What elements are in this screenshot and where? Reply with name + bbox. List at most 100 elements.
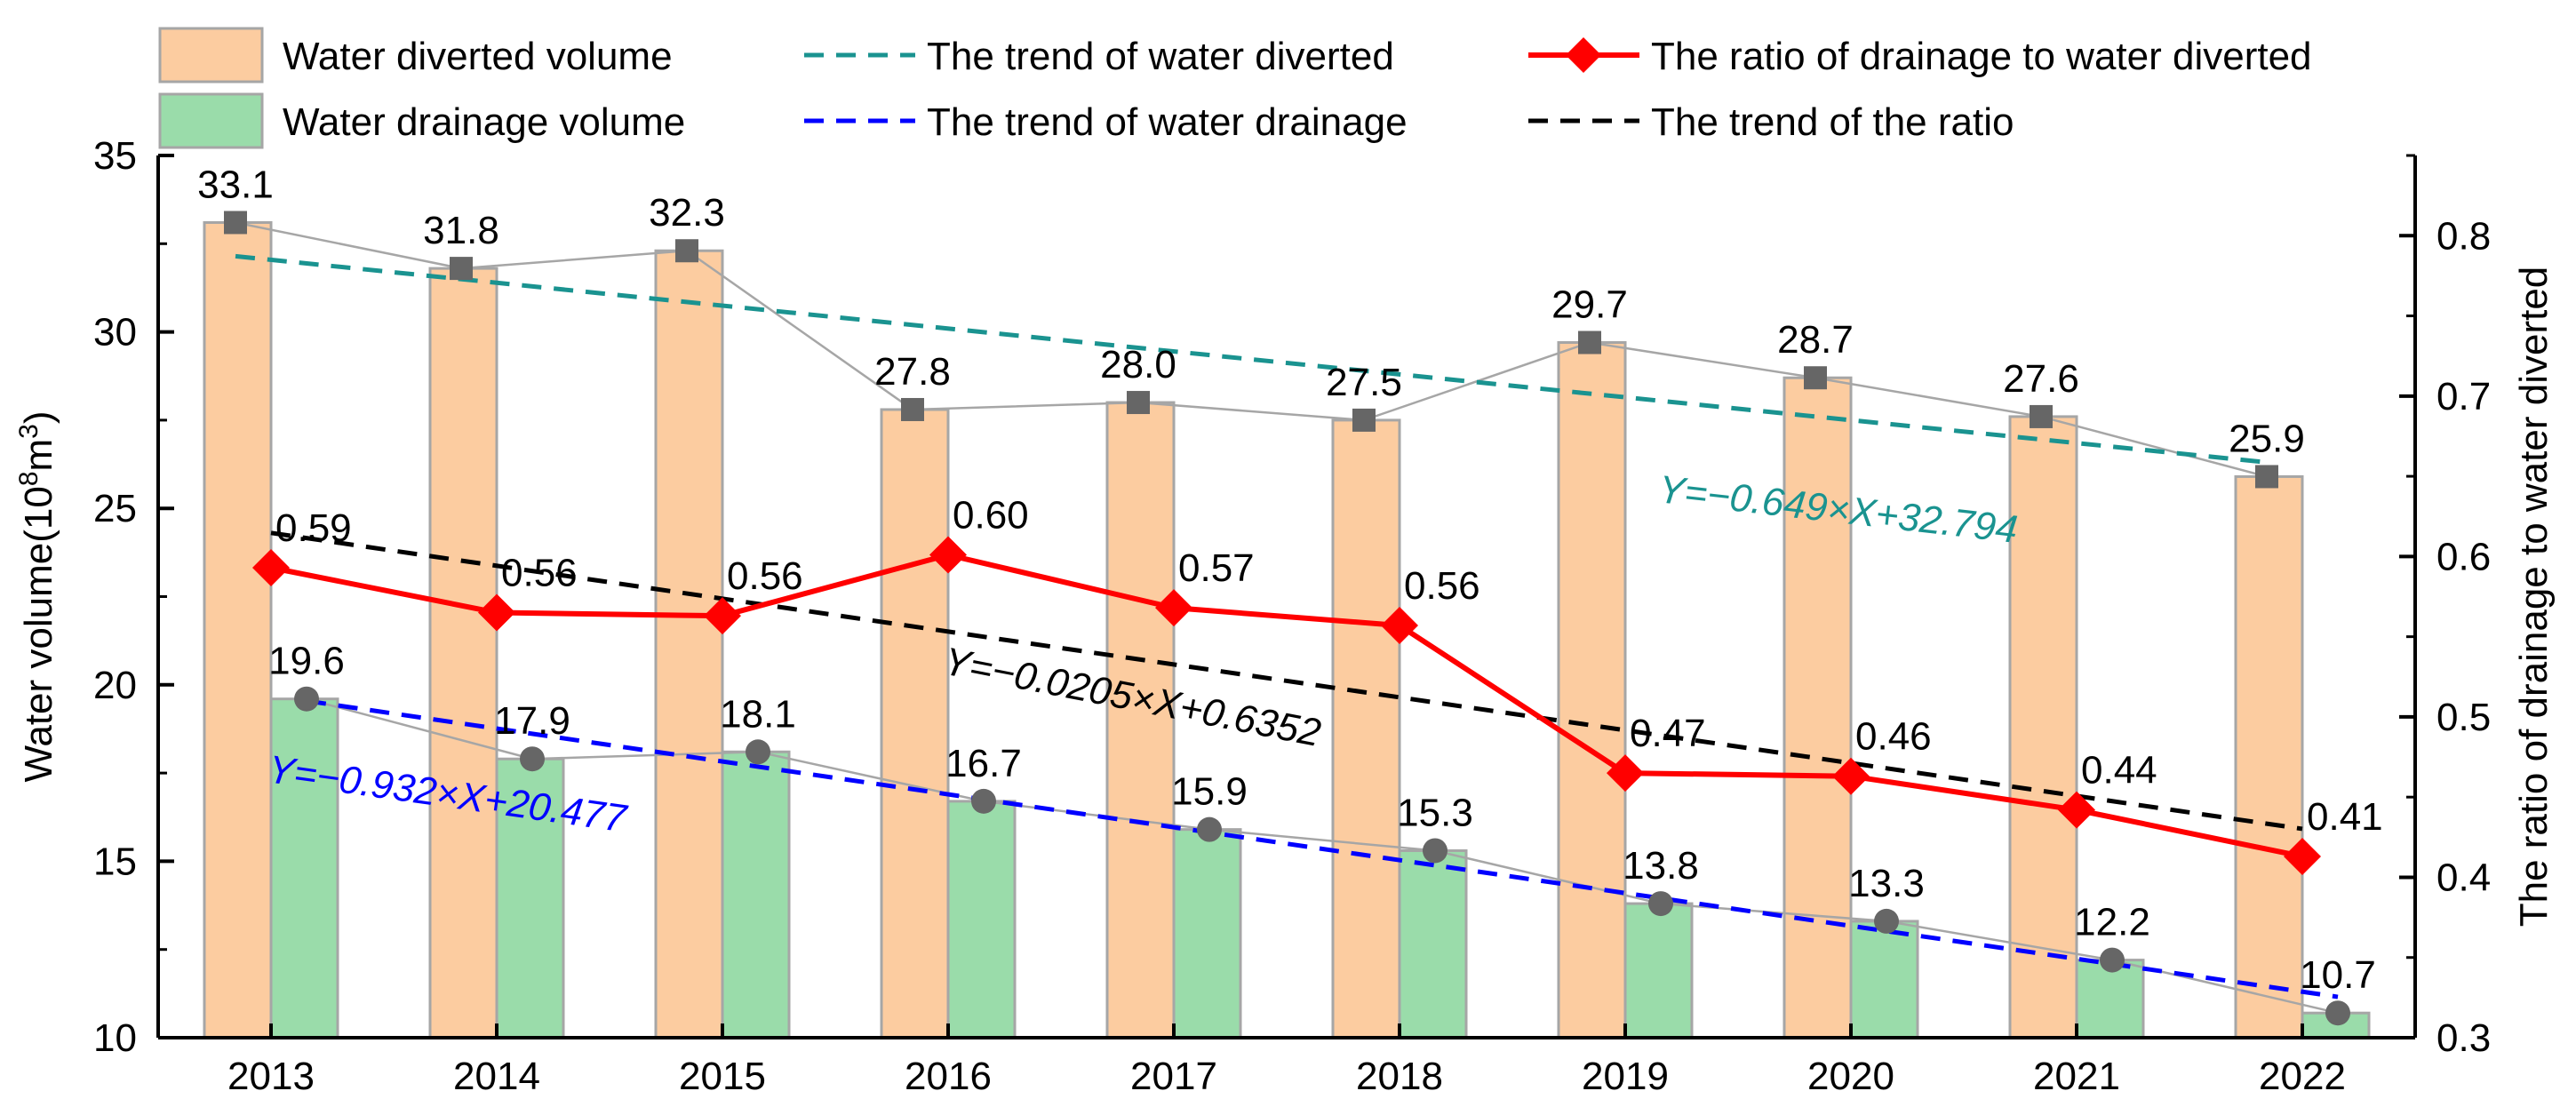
left-axis-tick-label: 15 (93, 840, 137, 883)
y-axis-label-part: Water volume(10 (17, 486, 60, 782)
legend-label: The trend of water drainage (927, 100, 1408, 144)
water-drainage-point-2021 (2100, 947, 2125, 973)
ratio-value-label: 0.46 (1855, 715, 1932, 759)
bar-water-drainage-2016 (946, 800, 1017, 1039)
bar-water-diverted-2015 (654, 249, 724, 1039)
plot-area: 33.1 19.6 0.59 31.8 17.9 0.56 32.3 18.1 0.56 27.8… (14, 134, 2556, 1098)
ratio-value-label: 0.41 (2307, 795, 2383, 839)
water-diverted-point-2013 (224, 211, 247, 235)
bar-water-diverted-2014 (428, 267, 498, 1039)
water-diverted-value-label: 28.7 (1777, 318, 1854, 362)
water-drainage-point-2019 (1648, 891, 1673, 917)
right-axis-tick-label: 0.7 (2436, 375, 2491, 418)
x-axis-tick-label: 2018 (1356, 1055, 1443, 1098)
ratio-value-label: 0.57 (1178, 546, 1255, 590)
ratio-point-2014 (478, 593, 515, 632)
right-axis-tick-label: 0.3 (2436, 1016, 2491, 1060)
water-drainage-point-2022 (2325, 1000, 2350, 1026)
water-drainage-value-label: 19.6 (268, 640, 345, 683)
legend: Water diverted volume Water drainage volu… (158, 27, 2312, 149)
water-drainage-value-label: 10.7 (2300, 953, 2376, 997)
x-axis-tick-label: 2016 (905, 1055, 992, 1098)
legend-swatch-water-drainage (158, 92, 264, 149)
bar-water-diverted-2020 (1782, 376, 1853, 1039)
left-axis-tick-label: 20 (93, 664, 137, 707)
left-axis-tick-label: 35 (93, 134, 137, 178)
legend-swatch-ratio-marker (1566, 37, 1601, 73)
ratio-point-2021 (2058, 791, 2095, 829)
left-axis-tick-label: 10 (93, 1016, 137, 1060)
water-drainage-value-label: 18.1 (720, 692, 796, 736)
water-drainage-value-label: 16.7 (945, 742, 1022, 785)
ratio-value-label: 0.60 (953, 494, 1029, 538)
y-axis-label-part: m (17, 439, 60, 472)
bar-water-drainage-2014 (495, 757, 565, 1039)
y-axis-label-superscript: 3 (14, 424, 44, 439)
water-drainage-point-2014 (520, 746, 545, 772)
water-drainage-point-2020 (1874, 908, 1899, 934)
water-diverted-value-label: 27.8 (874, 350, 951, 394)
trend-water-diverted-line (235, 253, 2268, 465)
water-diverted-value-label: 28.0 (1100, 343, 1176, 386)
ratio-point-2022 (2284, 837, 2321, 875)
left-axis-tick-label: 25 (93, 487, 137, 530)
water-diverted-value-label: 33.1 (197, 163, 274, 206)
water-drainage-point-2015 (746, 739, 770, 765)
ratio-value-label: 0.59 (275, 506, 352, 550)
water-drainage-value-label: 12.2 (2074, 901, 2150, 944)
legend-label: The trend of water diverted (927, 35, 1394, 78)
bar-water-diverted-2021 (2008, 415, 2078, 1039)
ratio-value-label: 0.47 (1630, 712, 1706, 755)
water-diverted-value-label: 31.8 (423, 209, 499, 252)
right-axis-tick-label: 0.4 (2436, 856, 2491, 899)
right-axis-tick-label: 0.6 (2436, 535, 2491, 578)
water-drainage-point-2018 (1423, 838, 1448, 864)
x-axis-tick-label: 2020 (1807, 1055, 1894, 1098)
water-drainage-value-label: 17.9 (494, 699, 570, 743)
ratio-value-label: 0.44 (2081, 749, 2157, 792)
water-diverted-value-label: 25.9 (2229, 417, 2305, 460)
water-drainage-value-label: 15.3 (1397, 791, 1473, 834)
ratio-point-2016 (929, 536, 967, 574)
trend-ratio-line (270, 530, 2303, 832)
water-diverted-value-label: 32.3 (649, 191, 725, 235)
water-diverted-connector-line (235, 221, 2268, 478)
right-axis-tick-label: 0.8 (2436, 214, 2491, 258)
ratio-point-2015 (704, 597, 741, 635)
bar-water-drainage-2018 (1398, 848, 1468, 1039)
ratio-value-label: 0.56 (1404, 564, 1480, 608)
water-diverted-value-label: 27.6 (2003, 357, 2079, 401)
ratio-value-label: 0.56 (501, 552, 578, 595)
water-drainage-point-2017 (1197, 816, 1222, 842)
water-diverted-value-label: 29.7 (1551, 283, 1628, 327)
bar-water-diverted-2022 (2234, 474, 2304, 1039)
legend-label: The trend of the ratio (1651, 100, 2014, 144)
bar-water-diverted-2016 (880, 408, 950, 1039)
x-axis-tick-label: 2013 (227, 1055, 315, 1098)
water-diverted-point-2017 (1127, 391, 1150, 415)
water-drainage-connector-line (306, 697, 2339, 1015)
trend-water-drainage-line (306, 698, 2339, 1000)
legend-swatch-water-diverted (158, 27, 264, 84)
ratio-point-2019 (1607, 754, 1644, 792)
water-diverted-point-2022 (2255, 465, 2278, 489)
ratio-line (270, 552, 2303, 859)
water-drainage-value-label: 15.9 (1171, 770, 1248, 814)
legend-label: Water drainage volume (283, 100, 685, 144)
legend-label: The ratio of drainage to water diverted (1651, 35, 2312, 78)
bar-water-drainage-2017 (1172, 828, 1242, 1039)
bar-water-diverted-2013 (203, 220, 273, 1039)
bar-water-drainage-2019 (1623, 902, 1694, 1039)
x-axis-tick-label: 2014 (453, 1055, 540, 1098)
y2-axis-label: The ratio of drainage to water diverted (2512, 267, 2556, 928)
ratio-value-label: 0.56 (727, 554, 803, 598)
bar-water-drainage-2015 (721, 750, 791, 1039)
bar-water-diverted-2018 (1331, 418, 1401, 1039)
bar-water-drainage-2013 (269, 697, 339, 1039)
water-drainage-point-2016 (971, 788, 996, 814)
ratio-point-2020 (1832, 757, 1870, 795)
water-diverted-point-2016 (901, 397, 924, 421)
legend-label: Water diverted volume (283, 35, 673, 78)
water-diverted-point-2018 (1352, 408, 1376, 432)
